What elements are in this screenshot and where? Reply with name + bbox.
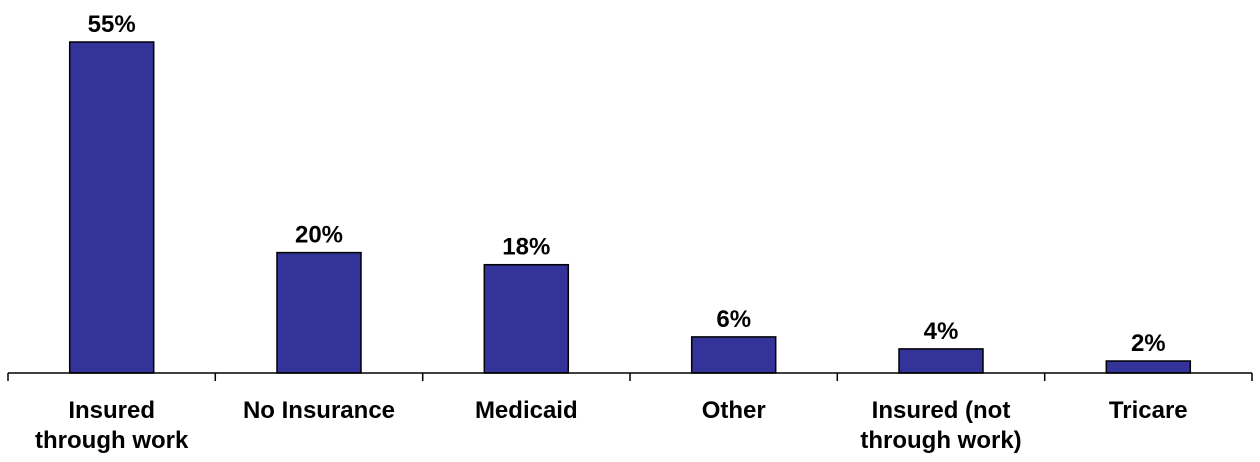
category-label-1: No Insurance [243,397,395,424]
value-label-0: 55% [88,11,136,38]
bar-5 [1105,360,1192,374]
bar-0 [68,41,155,374]
bars-layer [68,41,1192,374]
category-label-line: through work [35,427,189,454]
category-label-line: Insured (not [872,397,1011,424]
x-axis [7,372,1253,381]
bar-3 [690,336,777,374]
category-label-4: Insured (not through work) [860,397,1021,454]
bar-4 [898,348,984,374]
value-label-2: 18% [502,234,550,261]
category-label-line: Medicaid [475,397,578,424]
value-label-5: 2% [1131,330,1166,357]
bar-2 [483,263,570,374]
value-label-3: 6% [716,306,751,333]
bar-1 [276,251,362,374]
category-label-line: Tricare [1109,397,1188,424]
category-label-line: Insured [68,397,155,424]
category-labels-layer: Insured through work No Insurance Medicaid O… [35,397,1188,454]
value-label-4: 4% [924,318,959,345]
category-label-line: through work) [860,427,1021,454]
category-label-0: Insured through work [35,397,189,454]
category-label-line: No Insurance [243,397,395,424]
value-label-1: 20% [295,222,343,249]
category-label-5: Tricare [1109,397,1188,424]
category-label-2: Medicaid [475,397,578,424]
value-labels-layer: 55% 20% 18% 6% 4% 2% [88,11,1166,357]
category-label-3: Other [702,397,766,424]
category-label-line: Other [702,397,766,424]
